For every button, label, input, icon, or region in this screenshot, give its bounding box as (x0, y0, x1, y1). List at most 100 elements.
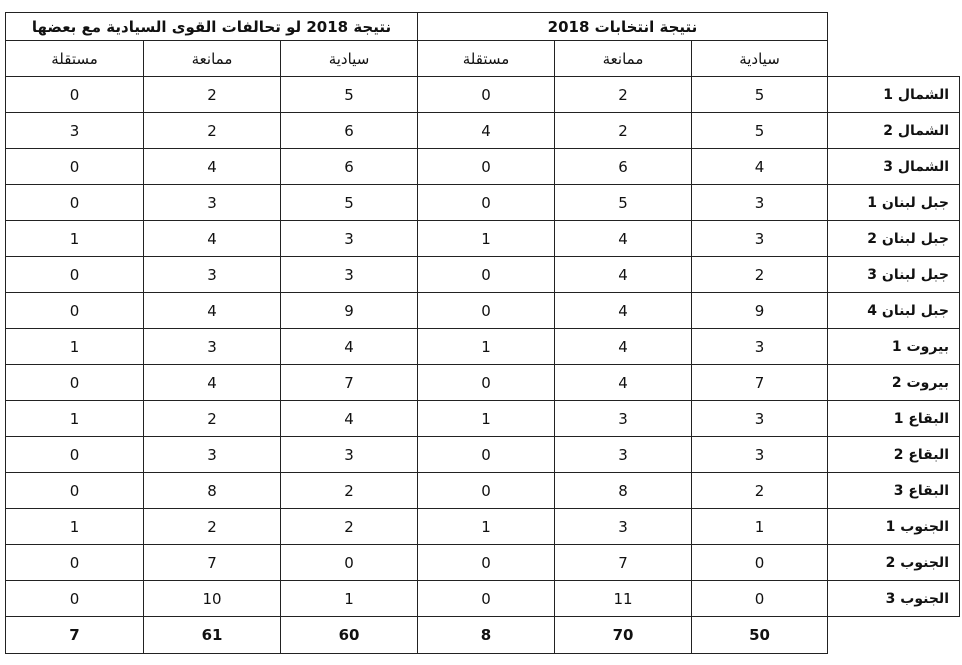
cell-sovereign-alliance: 4 (280, 328, 418, 365)
cell-resistance-alliance: 4 (143, 148, 281, 185)
col-header-sovereign-2018: سيادية (691, 40, 828, 77)
cell-resistance-alliance: 2 (143, 112, 281, 149)
cell-independent-r2018: 0 (417, 292, 555, 329)
cell-sovereign-alliance: 5 (280, 184, 418, 221)
cell-resistance-r2018: 2 (554, 112, 692, 149)
cell-independent-r2018: 0 (417, 580, 555, 617)
cell-resistance-alliance: 2 (143, 508, 281, 545)
cell-resistance-r2018: 5 (554, 184, 692, 221)
cell-resistance-r2018: 7 (554, 544, 692, 581)
cell-resistance-alliance: 2 (143, 76, 281, 113)
district-label: البقاع 2 (827, 436, 960, 473)
cell-resistance-r2018: 4 (554, 256, 692, 293)
cell-independent-r2018: 0 (417, 184, 555, 221)
cell-independent-r2018: 0 (417, 436, 555, 473)
cell-independent-r2018: 0 (417, 472, 555, 509)
cell-independent-r2018: 0 (417, 364, 555, 401)
cell-resistance-r2018: 8 (554, 472, 692, 509)
cell-independent-alliance: 1 (5, 328, 144, 365)
cell-resistance-alliance: 3 (143, 328, 281, 365)
district-label: الجنوب 1 (827, 508, 960, 545)
column-header-row: سيادية ممانعة مستقلة سيادية ممانعة مستقل… (5, 40, 960, 77)
district-label: الشمال 1 (827, 76, 960, 113)
cell-independent-r2018: 0 (417, 76, 555, 113)
cell-sovereign-r2018: 3 (691, 436, 828, 473)
total-independent-r2018: 8 (417, 616, 555, 654)
cell-resistance-r2018: 4 (554, 364, 692, 401)
cell-independent-r2018: 4 (417, 112, 555, 149)
cell-independent-r2018: 1 (417, 328, 555, 365)
cell-sovereign-alliance: 6 (280, 148, 418, 185)
total-sovereign-r2018: 50 (691, 616, 828, 654)
cell-sovereign-alliance: 1 (280, 580, 418, 617)
cell-independent-alliance: 3 (5, 112, 144, 149)
cell-resistance-alliance: 3 (143, 436, 281, 473)
district-label: البقاع 3 (827, 472, 960, 509)
cell-resistance-alliance: 4 (143, 292, 281, 329)
district-label: جبل لبنان 1 (827, 184, 960, 221)
cell-sovereign-alliance: 3 (280, 220, 418, 257)
cell-resistance-r2018: 3 (554, 400, 692, 437)
cell-sovereign-alliance: 6 (280, 112, 418, 149)
total-resistance-alliance: 61 (143, 616, 281, 654)
district-label: بيروت 2 (827, 364, 960, 401)
cell-sovereign-r2018: 2 (691, 472, 828, 509)
cell-independent-alliance: 1 (5, 508, 144, 545)
district-label: البقاع 1 (827, 400, 960, 437)
cell-independent-alliance: 0 (5, 256, 144, 293)
cell-independent-alliance: 0 (5, 472, 144, 509)
district-label: جبل لبنان 3 (827, 256, 960, 293)
cell-independent-alliance: 0 (5, 76, 144, 113)
cell-resistance-alliance: 3 (143, 184, 281, 221)
cell-resistance-r2018: 3 (554, 436, 692, 473)
district-label: جبل لبنان 4 (827, 292, 960, 329)
cell-sovereign-alliance: 4 (280, 400, 418, 437)
group-header-alliance: نتيجة 2018 لو تحالفات القوى السيادية مع … (5, 12, 418, 41)
cell-independent-r2018: 1 (417, 400, 555, 437)
cell-sovereign-r2018: 0 (691, 580, 828, 617)
cell-independent-alliance: 0 (5, 292, 144, 329)
cell-sovereign-r2018: 7 (691, 364, 828, 401)
district-label: بيروت 1 (827, 328, 960, 365)
cell-independent-alliance: 1 (5, 220, 144, 257)
group-header-2018: نتيجة انتخابات 2018 (417, 12, 828, 41)
cell-independent-r2018: 1 (417, 220, 555, 257)
table-row: الجنوب 3 0 11 0 1 10 0 (5, 580, 960, 617)
col-header-independent-2018: مستقلة (417, 40, 555, 77)
cell-sovereign-r2018: 4 (691, 148, 828, 185)
cell-independent-alliance: 0 (5, 184, 144, 221)
cell-sovereign-r2018: 5 (691, 76, 828, 113)
col-header-resistance-2018: ممانعة (554, 40, 692, 77)
cell-independent-alliance: 0 (5, 364, 144, 401)
cell-sovereign-r2018: 3 (691, 184, 828, 221)
cell-sovereign-r2018: 0 (691, 544, 828, 581)
cell-independent-alliance: 1 (5, 400, 144, 437)
total-resistance-r2018: 70 (554, 616, 692, 654)
cell-resistance-alliance: 3 (143, 256, 281, 293)
cell-sovereign-r2018: 1 (691, 508, 828, 545)
cell-resistance-alliance: 8 (143, 472, 281, 509)
cell-resistance-r2018: 4 (554, 292, 692, 329)
col-header-resistance-alliance: ممانعة (143, 40, 281, 77)
cell-sovereign-alliance: 0 (280, 544, 418, 581)
cell-resistance-r2018: 11 (554, 580, 692, 617)
district-label: الجنوب 3 (827, 580, 960, 617)
district-label: جبل لبنان 2 (827, 220, 960, 257)
cell-resistance-r2018: 4 (554, 220, 692, 257)
cell-sovereign-alliance: 3 (280, 256, 418, 293)
cell-resistance-r2018: 3 (554, 508, 692, 545)
cell-sovereign-r2018: 5 (691, 112, 828, 149)
total-independent-alliance: 7 (5, 616, 144, 654)
cell-sovereign-r2018: 2 (691, 256, 828, 293)
district-label: الجنوب 2 (827, 544, 960, 581)
empty-total-label (827, 616, 960, 654)
cell-independent-alliance: 0 (5, 580, 144, 617)
